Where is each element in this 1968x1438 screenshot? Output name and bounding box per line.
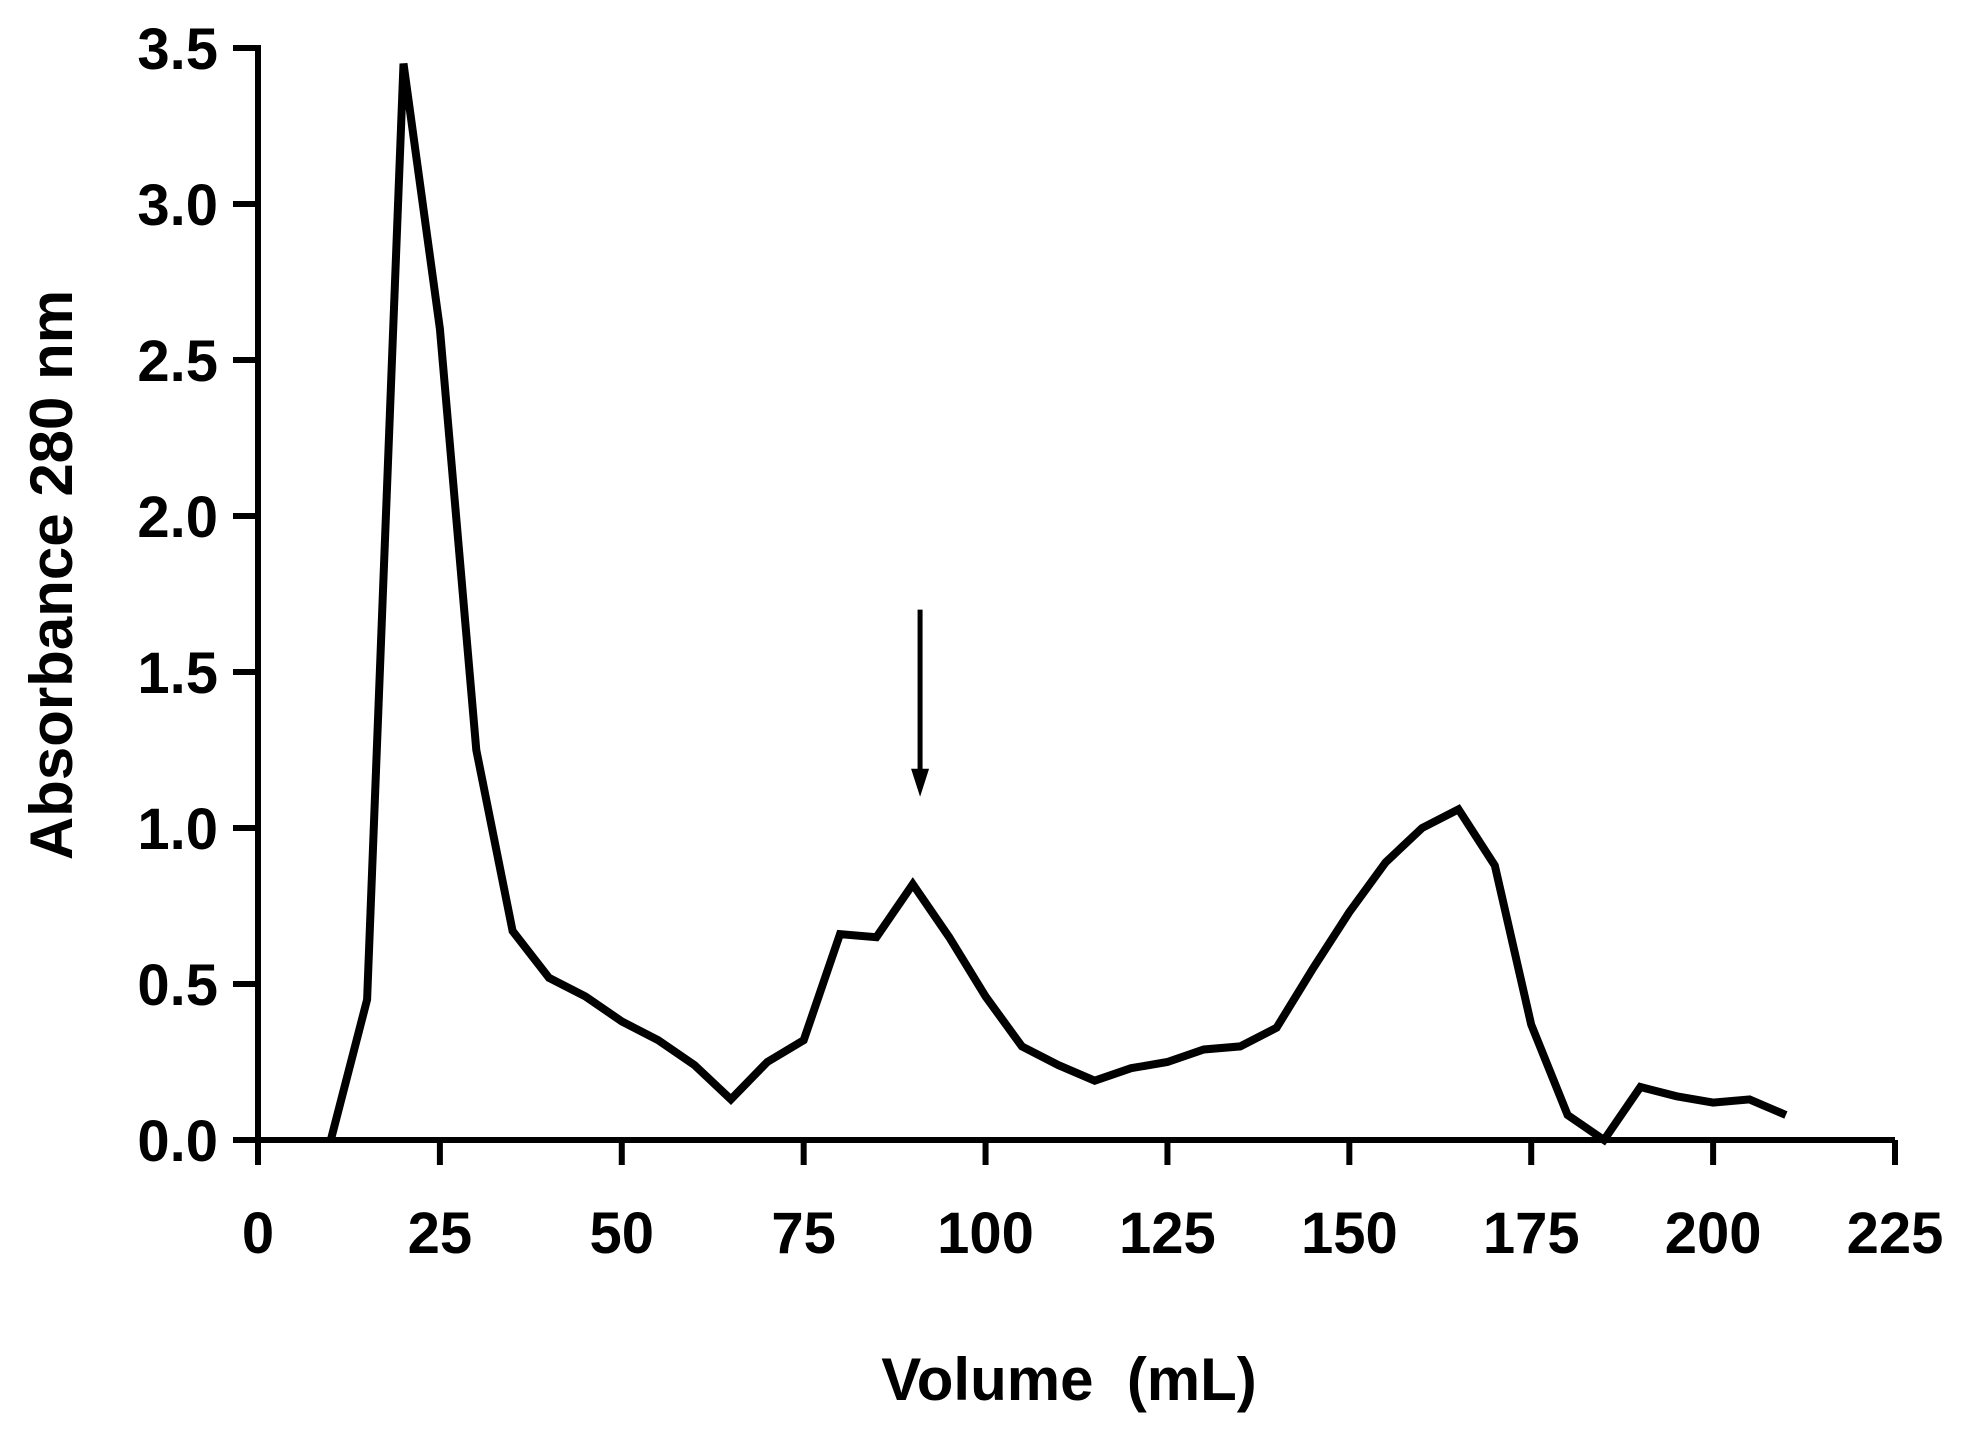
y-tick-label: 1.0 <box>137 797 218 862</box>
y-tick-label: 3.5 <box>137 17 218 82</box>
y-tick-label: 0.5 <box>137 953 218 1018</box>
x-tick-label: 100 <box>937 1201 1034 1266</box>
x-tick-label: 75 <box>771 1201 836 1266</box>
x-tick-label: 0 <box>242 1201 274 1266</box>
x-tick-label: 50 <box>590 1201 655 1266</box>
ticks-layer: 0 25 50 75 100 125 150 175 200 225 0.0 0.5 1.0 1.5 2.0… <box>137 17 1943 1266</box>
series-layer <box>326 63 1788 1146</box>
y-tick-label: 3.0 <box>137 173 218 238</box>
annotation-layer <box>911 609 930 797</box>
axes-layer <box>255 45 1895 1143</box>
y-tick-label: 1.5 <box>137 641 218 706</box>
x-axis-title: Volume (mL) <box>881 1346 1257 1413</box>
y-axis-title: Absorbance 280 nm <box>18 290 85 860</box>
y-tick-label: 2.5 <box>137 329 218 394</box>
x-tick-label: 25 <box>408 1201 473 1266</box>
x-tick-label: 200 <box>1665 1201 1762 1266</box>
x-tick-label: 225 <box>1847 1201 1944 1266</box>
x-tick-label: 175 <box>1483 1201 1580 1266</box>
y-tick-label: 0.0 <box>137 1109 218 1174</box>
x-tick-label: 125 <box>1119 1201 1216 1266</box>
arrow-head <box>911 768 930 797</box>
x-tick-label: 150 <box>1301 1201 1398 1266</box>
series-line <box>326 63 1788 1146</box>
y-tick-label: 2.0 <box>137 485 218 550</box>
